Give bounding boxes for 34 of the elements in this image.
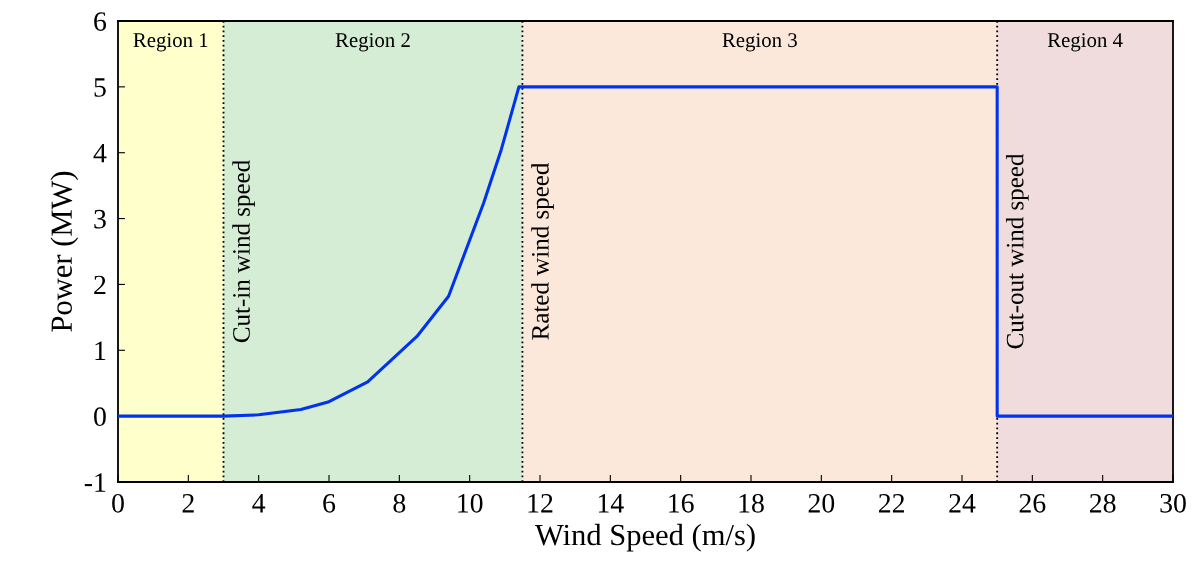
x-tick-label: 30 [1160, 493, 1186, 513]
y-tick-label: -1 [84, 473, 106, 492]
ref-line-label: Rated wind speed [531, 162, 554, 340]
ref-line-label: Cut-out wind speed [1005, 153, 1029, 349]
y-tick-label: 2 [94, 275, 106, 295]
x-tick-label: 8 [393, 493, 406, 513]
y-tick-label: 5 [94, 78, 106, 97]
ref-line-label: Cut-in wind speed [232, 160, 255, 343]
y-tick-label: 4 [93, 144, 107, 163]
band-label: Region 2 [335, 33, 410, 52]
band-label: Region 1 [133, 33, 208, 52]
band-label: Region 3 [722, 33, 797, 52]
x-tick-label: 16 [669, 493, 694, 513]
x-tick-label: 28 [1090, 493, 1116, 513]
y-axis-title: Power (MW) [50, 171, 79, 332]
x-axis-title: Wind Speed (m/s) [534, 523, 755, 552]
x-tick-label: 12 [528, 493, 553, 513]
x-tick-label: 10 [458, 493, 483, 513]
x-tick-label: 18 [739, 493, 764, 513]
y-tick-label: 1 [95, 341, 106, 360]
x-tick-label: 22 [879, 493, 905, 513]
band-label: Region 4 [1047, 33, 1123, 52]
x-tick-label: 14 [598, 494, 624, 513]
x-tick-label: 4 [252, 494, 266, 513]
x-tick-label: 26 [1019, 493, 1046, 513]
line-series [118, 85, 1173, 418]
x-tick-label: 20 [808, 493, 835, 513]
x-tick-label: 0 [112, 493, 124, 513]
x-tick-label: 2 [182, 493, 194, 513]
y-tick-label: 6 [94, 12, 107, 31]
x-tick-label: 24 [949, 493, 976, 513]
y-tick-label: 0 [94, 407, 106, 427]
x-tick-label: 6 [323, 493, 336, 513]
y-tick-label: 3 [94, 209, 106, 229]
